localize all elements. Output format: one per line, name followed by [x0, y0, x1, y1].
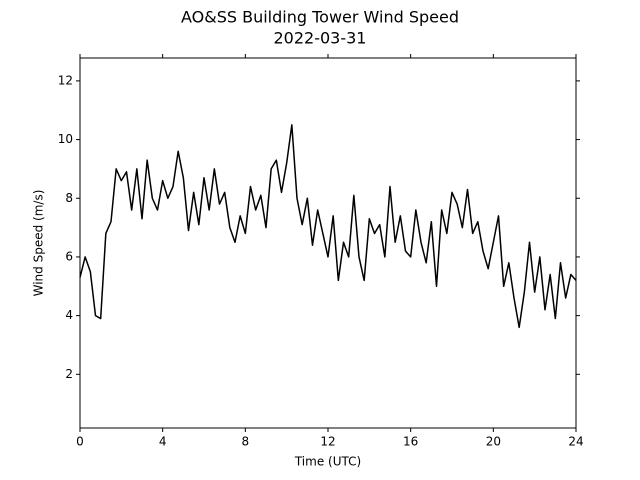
y-tick-label: 4: [65, 308, 73, 322]
y-tick-label: 10: [58, 132, 73, 146]
plot-frame: [79, 57, 577, 429]
x-tick-label: 8: [242, 435, 250, 449]
x-tick-label: 4: [159, 435, 167, 449]
data-line: [79, 124, 577, 329]
y-tick-label: 2: [65, 367, 73, 381]
x-tick-label: 24: [568, 435, 583, 449]
x-tick-label: 12: [320, 435, 335, 449]
chart-title: AO&SS Building Tower Wind Speed: [181, 8, 459, 27]
y-tick-label: 12: [58, 73, 73, 87]
y-tick-label: 6: [65, 249, 73, 263]
y-tick-label: 8: [65, 191, 73, 205]
y-axis-label: Wind Speed (m/s): [32, 190, 46, 297]
x-axis-label: Time (UTC): [294, 455, 361, 469]
chart-subtitle: 2022-03-31: [274, 29, 367, 48]
x-tick-label: 16: [403, 435, 418, 449]
x-tick-label: 20: [486, 435, 501, 449]
x-tick-label: 0: [76, 435, 84, 449]
